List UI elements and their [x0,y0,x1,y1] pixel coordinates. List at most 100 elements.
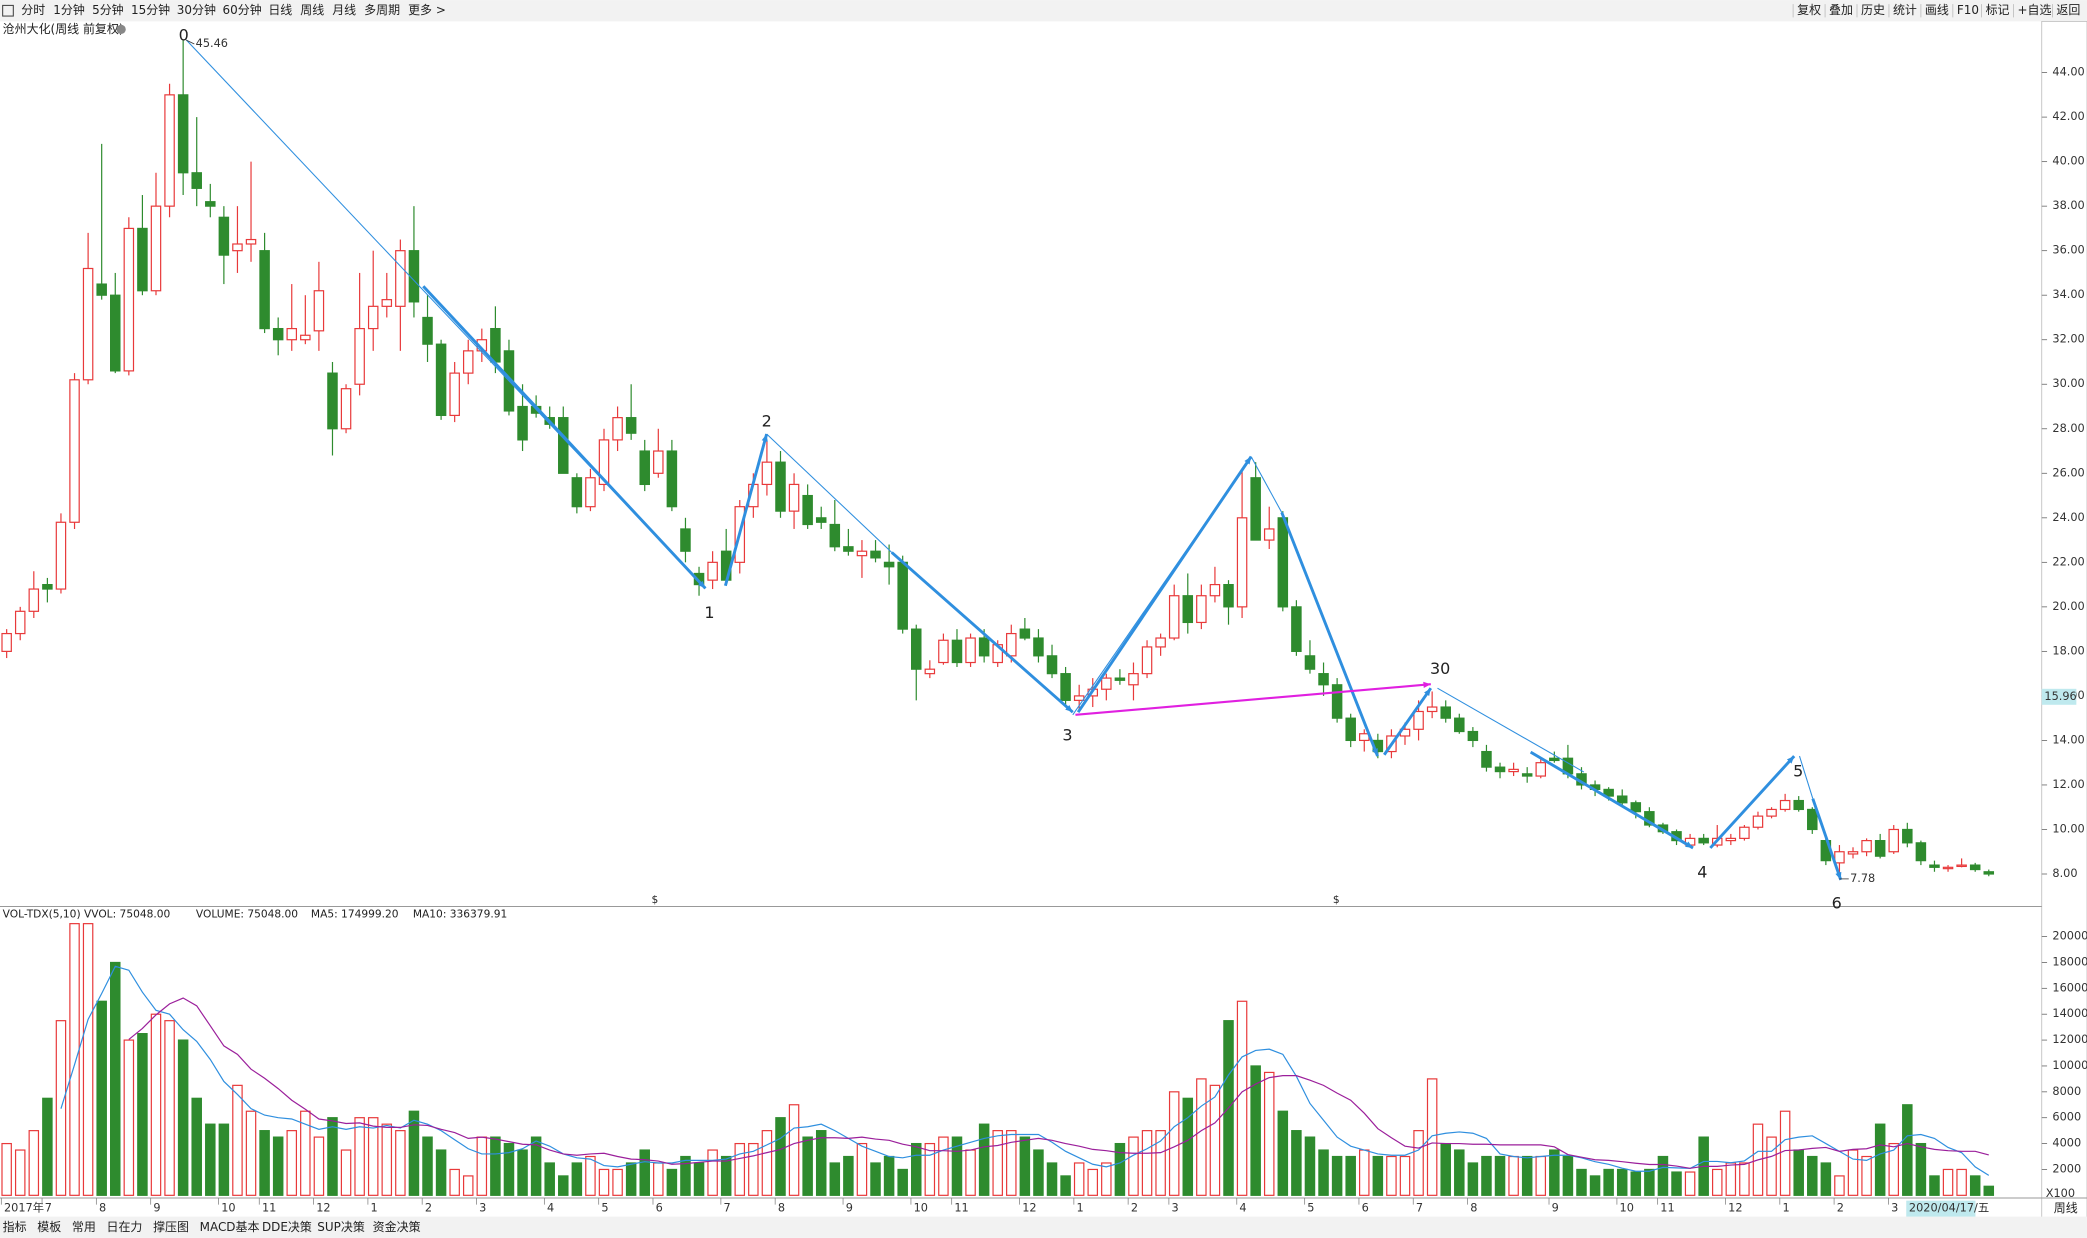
volume-bar [761,1130,773,1196]
x-tick-label: 11 [262,1202,276,1215]
indicator-tab[interactable]: SUP决策 [317,1220,365,1234]
candle-body [1494,766,1506,773]
tool-button[interactable]: 复权 [1797,3,1821,17]
tool-button[interactable]: F10 [1957,3,1979,17]
y-tick-label: 32.00 [2052,333,2084,346]
volume-bar [1114,1142,1126,1196]
volume-bar [1,1142,12,1196]
wave-line [1076,455,1253,713]
volume-bar [327,1117,338,1196]
indicator-tab[interactable]: 指标 [3,1219,27,1234]
volume-bar [123,1039,135,1196]
volume-bar [1779,1110,1791,1196]
wave-label: 1 [704,603,714,622]
candle-body [965,637,976,664]
volume-bar [1630,1171,1642,1196]
period-button[interactable]: 多周期 [364,3,400,17]
tool-button[interactable]: 返回 [2056,3,2080,17]
y-tick-label: 12.00 [2052,778,2084,791]
volume-bar [720,1155,732,1196]
candle-body [1915,842,1927,862]
period-button[interactable]: 更多 > [408,3,446,17]
x-tick-label: 7 [1416,1202,1423,1215]
period-button[interactable]: 月线 [332,3,356,17]
wave-arrow [1371,748,1378,757]
volume-bar [354,1117,365,1196]
period-button[interactable]: 周线 [300,3,324,17]
x-tick-label: 8 [99,1202,106,1215]
volume-bar [1359,1149,1370,1196]
period-button[interactable]: 60分钟 [223,2,262,17]
candle-body [1616,795,1628,804]
volume-bar [1481,1155,1492,1196]
x-tick-label: 2 [425,1202,432,1215]
candle-body [42,583,53,590]
candle-body [1521,773,1533,777]
candle-body [1250,477,1261,541]
volume-bar [1589,1175,1601,1196]
period-button[interactable]: 1分钟 [53,2,85,17]
candle-body [1698,837,1709,844]
volume-ma-line [60,965,1990,1176]
candle-body [1847,851,1859,855]
period-button[interactable]: 分时 [21,3,45,17]
period-button[interactable]: 日线 [268,3,292,17]
x-tick-label: 12 [1022,1202,1036,1215]
volume-bar [1902,1104,1913,1196]
candle-body [517,405,528,441]
volume-bar [1033,1149,1044,1196]
volume-bar [28,1130,40,1196]
y-tick-label: 16000 [2052,981,2087,994]
candle-body [1155,637,1166,648]
tool-button[interactable]: +自选 [2018,3,2052,17]
y-tick-label: 10.00 [2052,822,2084,835]
candle-body [82,267,94,381]
volume-bar [1155,1130,1166,1196]
tool-button[interactable]: 统计 [1893,3,1917,17]
wave-line [766,433,893,553]
wave-label: 4 [1697,863,1707,882]
wave-label: 3 [1062,726,1072,745]
window-icon [2,4,14,17]
indicator-tab[interactable]: 撑压图 [153,1219,189,1234]
period-button[interactable]: 30分钟 [177,2,216,17]
candle-body [150,205,162,292]
indicator-tab[interactable]: 日在力 [106,1220,142,1234]
candle-body [1779,799,1791,811]
volume-bar [340,1149,352,1196]
volume-bar [137,1033,148,1196]
tool-button[interactable]: 画线 [1925,3,1949,17]
tool-button[interactable]: 标记 [1986,3,2010,17]
wave-line [1075,683,1431,716]
y-tick-label: 26.00 [2052,466,2084,479]
toolbar [0,0,2087,22]
candle-body [585,477,596,508]
x-tick-label: 6 [1362,1202,1369,1215]
volume-bar [381,1123,393,1196]
indicator-tab[interactable]: DDE决策 [262,1220,312,1234]
tool-button[interactable]: 叠加 [1829,3,1853,17]
x-tick-label: 1 [1782,1202,1789,1215]
indicator-tab[interactable]: 资金决策 [373,1219,421,1234]
volume-bar [272,1136,284,1196]
candle-body [367,305,379,330]
wave-line [890,551,1074,714]
candle-body [1807,808,1818,831]
period-button[interactable]: 5分钟 [92,2,124,17]
title-dropdown[interactable] [116,24,126,35]
tool-button[interactable]: 历史 [1861,3,1885,17]
x-tick-label: 5 [1307,1202,1314,1215]
volume-bar [734,1142,746,1196]
indicator-tab[interactable]: 模板 [37,1220,61,1234]
period-button[interactable]: 15分钟 [131,2,170,17]
volume-bar [1929,1175,1940,1196]
volume-bar [558,1175,569,1196]
indicator-tab[interactable]: 常用 [72,1220,96,1234]
indicator-tab[interactable]: MACD基本 [200,1220,260,1234]
x-tick-label: 9 [846,1202,853,1215]
volume-bar [639,1149,650,1196]
volume-bar [1291,1130,1302,1196]
candle-body [1752,815,1764,828]
volume-bar [1277,1110,1289,1196]
candle-body [843,546,854,552]
